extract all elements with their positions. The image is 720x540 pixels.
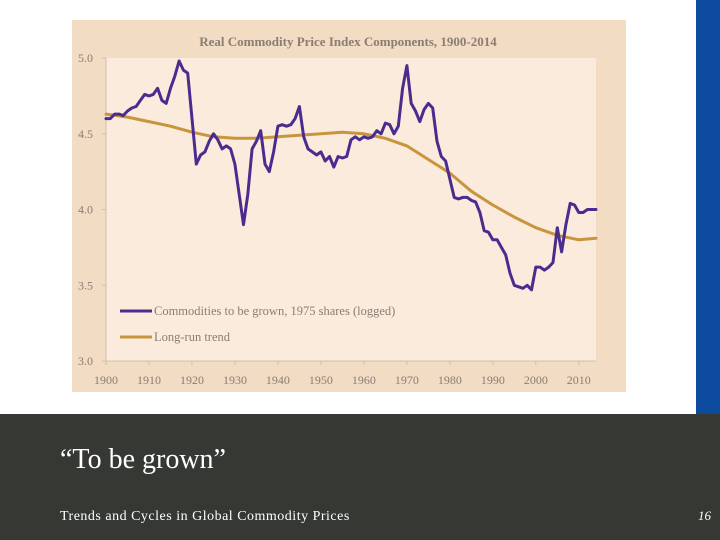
legend-label-commodities: Commodities to be grown, 1975 shares (lo…	[154, 304, 395, 318]
plot-area	[106, 58, 596, 361]
y-tick-label: 3.5	[78, 278, 93, 292]
x-tick-label: 1920	[180, 373, 204, 387]
x-tick-label: 1930	[223, 373, 247, 387]
x-tick-label: 1910	[137, 373, 161, 387]
page-number: 16	[698, 508, 711, 523]
x-tick-label: 1980	[438, 373, 462, 387]
x-tick-label: 1940	[266, 373, 290, 387]
chart: Real Commodity Price Index Components, 1…	[72, 20, 626, 392]
x-tick-label: 1960	[352, 373, 376, 387]
x-tick-label: 1990	[481, 373, 505, 387]
series-layer	[104, 59, 598, 292]
series-line-trend	[104, 112, 598, 242]
y-tick-label: 4.0	[78, 203, 93, 217]
series-line-commodities	[104, 59, 598, 292]
y-axis: 3.0 3.5 4.0 4.5 5.0	[78, 51, 107, 368]
x-tick-label: 1970	[395, 373, 419, 387]
legend: Commodities to be grown, 1975 shares (lo…	[120, 304, 395, 344]
x-tick-label: 2000	[524, 373, 548, 387]
slide-subtitle: Trends and Cycles in Global Commodity Pr…	[60, 509, 350, 524]
chart-title: Real Commodity Price Index Components, 1…	[199, 34, 497, 49]
y-tick-label: 5.0	[78, 51, 93, 65]
x-tick-label: 2010	[567, 373, 591, 387]
legend-label-trend: Long-run trend	[154, 330, 231, 344]
slide-title: “To be grown”	[60, 444, 226, 475]
y-tick-label: 4.5	[78, 127, 93, 141]
x-tick-label: 1900	[94, 373, 118, 387]
y-tick-label: 3.0	[78, 354, 93, 368]
accent-bar	[696, 0, 720, 414]
chart-panel: Real Commodity Price Index Components, 1…	[72, 20, 626, 392]
x-axis: 1900 1910 1920 1930 1940 1950 1960 1970 1980 1990…	[94, 360, 596, 387]
x-tick-label: 1950	[309, 373, 333, 387]
footer	[0, 414, 720, 540]
